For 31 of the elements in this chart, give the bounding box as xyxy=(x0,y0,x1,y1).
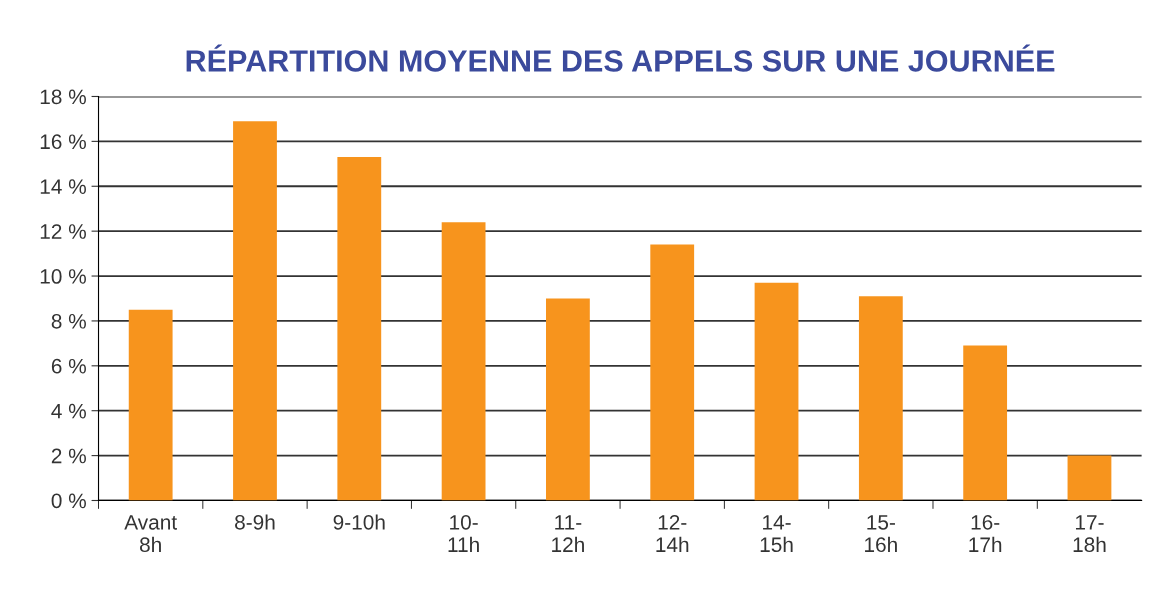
x-tick-label: 10- 11h xyxy=(448,514,479,552)
bar xyxy=(546,298,590,501)
bar xyxy=(650,244,695,501)
x-tick-label: 11- 12h xyxy=(552,515,584,552)
y-tick-label: 14 % xyxy=(40,179,86,194)
x-tick-label: 8-9h xyxy=(235,514,275,530)
bar xyxy=(128,309,173,501)
bar xyxy=(858,296,903,501)
bar xyxy=(1067,455,1112,501)
bar xyxy=(233,121,277,501)
bar xyxy=(754,282,799,501)
y-tick-label: 8 % xyxy=(51,313,86,329)
x-tick-label: 16- 17h xyxy=(969,514,1002,552)
x-tick-label: 14- 15h xyxy=(760,515,793,553)
y-tick-label: 6 % xyxy=(51,358,86,374)
y-tick-label: 12 % xyxy=(40,224,86,239)
x-tick-label: 15- 16h xyxy=(865,515,897,553)
x-tick-label: 12- 14h xyxy=(656,514,689,552)
x-tick-label: Avant 8h xyxy=(124,515,177,553)
y-tick-label: 2 % xyxy=(51,448,86,464)
bar xyxy=(441,222,486,501)
chart-title: RÉPARTITION MOYENNE DES APPELS SUR UNE JOURNÉE xyxy=(186,44,1055,72)
y-tick-label: 10 % xyxy=(40,269,86,284)
y-tick-label: 16 % xyxy=(40,134,86,150)
x-tick-label: 9-10h xyxy=(333,514,385,530)
y-tick-label: 18 % xyxy=(40,89,86,105)
x-tick-label: 17- 18h xyxy=(1073,515,1106,553)
bar xyxy=(963,345,1008,501)
y-tick-label: 4 % xyxy=(51,403,86,419)
bar xyxy=(337,157,382,501)
y-tick-label: 0 % xyxy=(51,493,86,509)
